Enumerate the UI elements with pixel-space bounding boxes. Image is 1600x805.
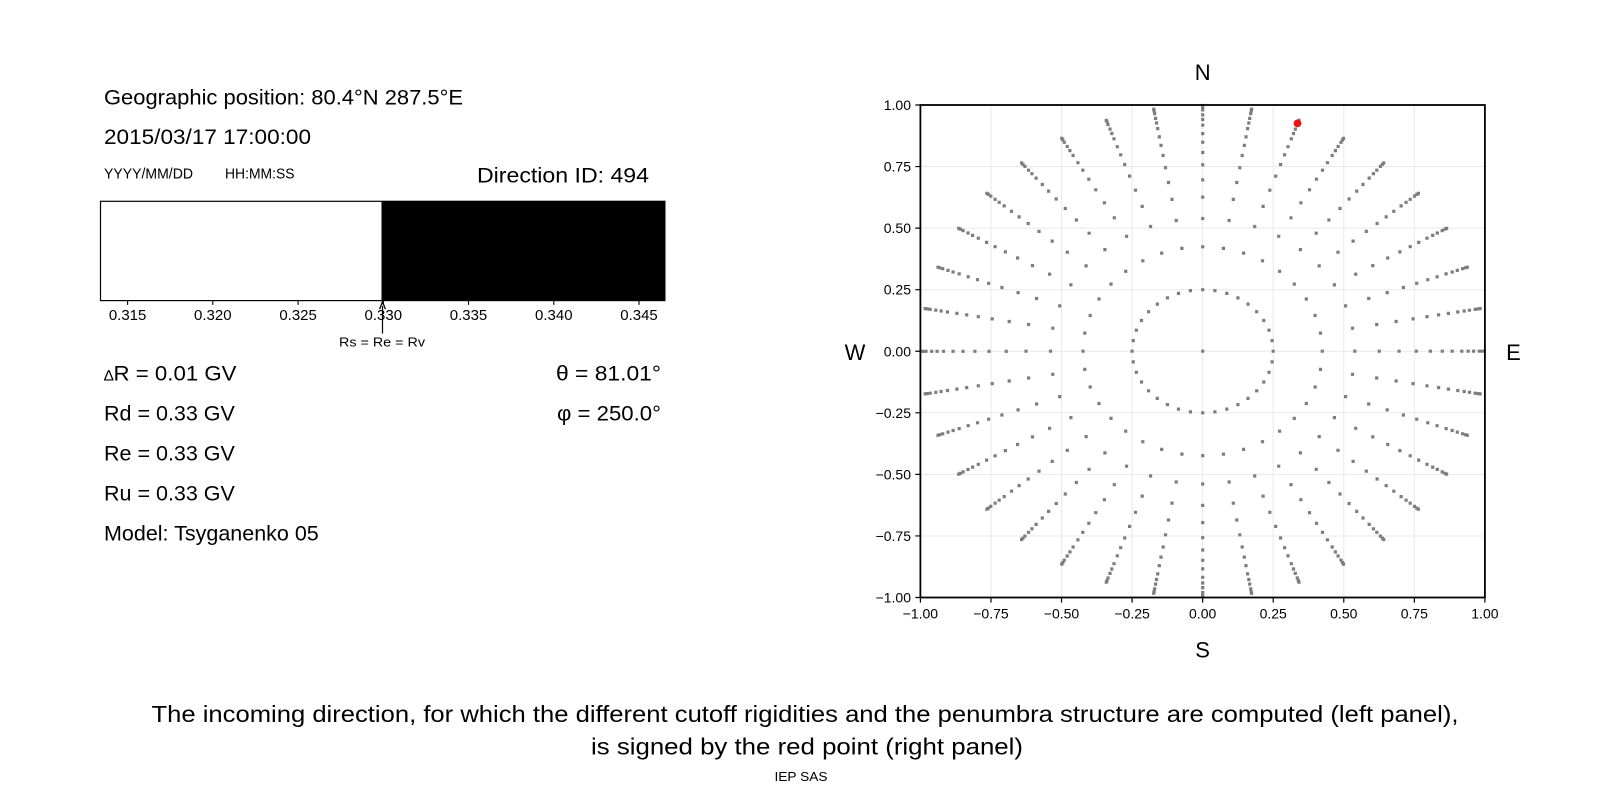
- svg-text:−0.75: −0.75: [973, 606, 1009, 622]
- svg-text:0.50: 0.50: [1330, 606, 1357, 622]
- svg-text:−0.25: −0.25: [876, 405, 912, 421]
- svg-text:−0.75: −0.75: [876, 528, 912, 544]
- svg-text:Rs = Re = Rv: Rs = Re = Rv: [339, 335, 425, 350]
- svg-text:S: S: [1195, 638, 1210, 663]
- svg-text:φ = 250.0°: φ = 250.0°: [557, 402, 661, 426]
- svg-text:θ = 81.01°: θ = 81.01°: [556, 362, 661, 386]
- svg-text:Re = 0.33 GV: Re = 0.33 GV: [104, 442, 236, 466]
- svg-text:Rd = 0.33 GV: Rd = 0.33 GV: [104, 402, 236, 426]
- svg-text:0.345: 0.345: [620, 308, 658, 324]
- svg-text:Geographic position: 80.4°N 28: Geographic position: 80.4°N 287.5°E: [104, 86, 463, 110]
- svg-text:Direction ID: 494: Direction ID: 494: [477, 165, 649, 188]
- svg-text:0.75: 0.75: [1401, 606, 1428, 622]
- svg-text:IEP SAS: IEP SAS: [775, 769, 828, 784]
- svg-text:0.330: 0.330: [365, 308, 403, 324]
- svg-text:W: W: [845, 340, 866, 365]
- svg-text:−1.00: −1.00: [876, 590, 912, 606]
- svg-text:Ru = 0.33 GV: Ru = 0.33 GV: [104, 482, 236, 506]
- svg-text:1.00: 1.00: [1471, 606, 1498, 622]
- svg-text:0.335: 0.335: [450, 308, 488, 324]
- svg-text:Model: Tsyganenko 05: Model: Tsyganenko 05: [104, 522, 319, 546]
- svg-text:0.325: 0.325: [279, 308, 317, 324]
- svg-text:YYYY/MM/DD: YYYY/MM/DD: [104, 167, 193, 183]
- svg-text:0.00: 0.00: [1189, 606, 1216, 622]
- svg-text:−1.00: −1.00: [903, 606, 939, 622]
- svg-text:∆R = 0.01 GV: ∆R = 0.01 GV: [104, 362, 237, 386]
- svg-text:0.50: 0.50: [884, 220, 911, 236]
- svg-text:0.340: 0.340: [535, 308, 573, 324]
- svg-text:1.00: 1.00: [884, 97, 911, 113]
- svg-text:The incoming direction, for wh: The incoming direction, for which the di…: [152, 701, 1459, 727]
- svg-text:2015/03/17 17:00:00: 2015/03/17 17:00:00: [104, 125, 311, 149]
- svg-text:is signed by the red point (ri: is signed by the red point (right panel): [591, 734, 1023, 760]
- svg-text:HH:MM:SS: HH:MM:SS: [225, 167, 295, 183]
- svg-text:−0.50: −0.50: [1044, 606, 1080, 622]
- svg-text:E: E: [1506, 340, 1521, 365]
- svg-text:0.25: 0.25: [884, 282, 911, 298]
- svg-text:0.00: 0.00: [884, 343, 911, 359]
- svg-text:0.320: 0.320: [194, 308, 232, 324]
- svg-text:0.25: 0.25: [1260, 606, 1287, 622]
- svg-text:0.315: 0.315: [109, 308, 147, 324]
- svg-text:−0.25: −0.25: [1114, 606, 1150, 622]
- svg-text:−0.50: −0.50: [876, 466, 912, 482]
- svg-text:N: N: [1195, 60, 1211, 85]
- svg-text:0.75: 0.75: [884, 159, 911, 175]
